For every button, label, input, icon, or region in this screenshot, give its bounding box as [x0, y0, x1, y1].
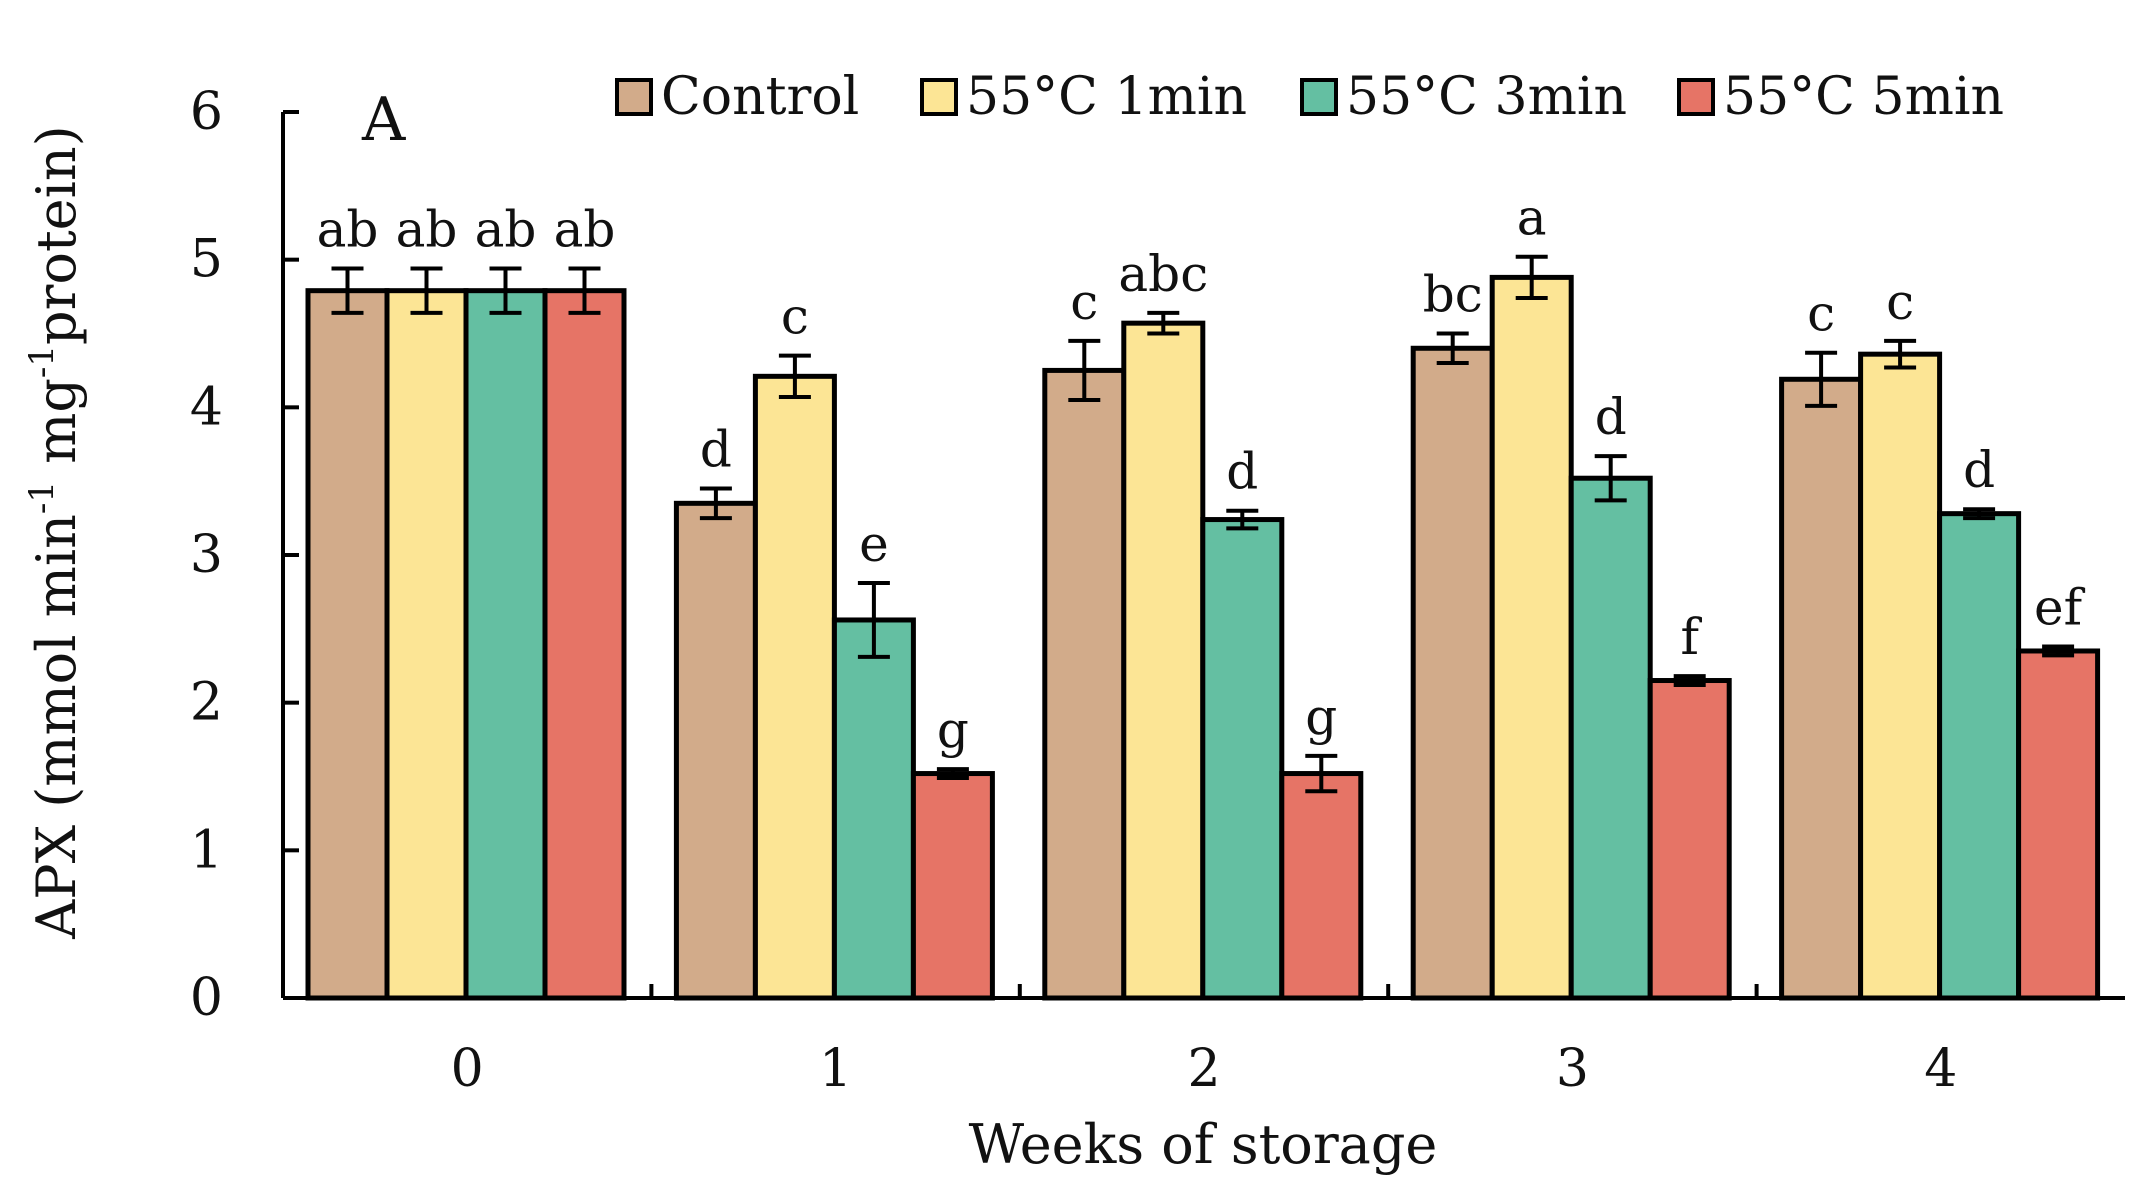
bar-1-3: [910, 771, 995, 1001]
y-axis-title: APX (mmol min-1 mg-1protein): [22, 125, 88, 939]
legend-label-2: 55°C 3min: [1346, 67, 1627, 127]
y-axis-title-end: protein): [25, 125, 88, 345]
legend-swatch-3: [1677, 78, 1715, 116]
y-axis-title-sup2: -1: [22, 345, 62, 378]
significance-label: c: [1070, 273, 1098, 331]
bar-3-2: [1568, 475, 1653, 1001]
bar-3-0: [1410, 345, 1495, 1001]
significance-label: d: [1963, 441, 1995, 499]
bar-0-2: [463, 288, 548, 1001]
legend-swatch-2: [1300, 78, 1338, 116]
significance-label: a: [1517, 189, 1547, 247]
y-tick-label: 1: [190, 820, 223, 880]
bar-1-0: [673, 500, 758, 1001]
bar-2-2: [1200, 517, 1285, 1001]
x-axis-title: Weeks of storage: [969, 1113, 1438, 1176]
legend-label-0: Control: [661, 67, 859, 127]
legend-swatch-0: [615, 78, 653, 116]
significance-label: ab: [475, 201, 537, 259]
bar-1-1: [752, 373, 837, 1001]
significance-label: ab: [317, 201, 379, 259]
y-tick-label: 5: [190, 230, 223, 290]
significance-label: e: [859, 515, 889, 573]
bar-3-1: [1489, 274, 1574, 1001]
bar-4-0: [1779, 376, 1864, 1001]
significance-label: d: [1226, 443, 1258, 501]
bar-0-0: [305, 288, 390, 1001]
panel-label: A: [361, 85, 406, 155]
bar-0-1: [384, 288, 469, 1001]
y-tick-label: 3: [190, 525, 223, 585]
x-tick-label: 4: [1924, 1039, 1957, 1099]
x-tick-label: 2: [1187, 1039, 1220, 1099]
y-tick-label: 4: [190, 377, 223, 437]
significance-label: ab: [396, 201, 458, 259]
bar-0-3: [542, 288, 627, 1001]
bar-2-3: [1279, 771, 1364, 1001]
legend-swatch-1: [920, 78, 958, 116]
significance-label: c: [1807, 285, 1835, 343]
significance-label: d: [1595, 388, 1627, 446]
bar-1-2: [831, 617, 916, 1001]
y-axis-title-main: APX (mmol min: [25, 514, 88, 940]
y-axis-title-mid: mg: [25, 378, 88, 481]
legend-label-3: 55°C 5min: [1723, 67, 2004, 127]
x-tick-label: 0: [451, 1039, 484, 1099]
legend-label-1: 55°C 1min: [966, 67, 1247, 127]
bar-4-1: [1858, 351, 1943, 1001]
x-tick-label: 1: [819, 1039, 852, 1099]
significance-label: bc: [1423, 266, 1483, 324]
legend: Control 55°C 1min 55°C 3min 55°C 5min: [615, 67, 2004, 127]
significance-label: g: [1305, 688, 1337, 746]
bar-3-3: [1647, 678, 1732, 1001]
bar-2-1: [1121, 320, 1206, 1001]
significance-label: ab: [554, 201, 616, 259]
y-tick-label: 6: [190, 82, 223, 142]
significance-label: g: [937, 701, 969, 759]
x-tick-label: 3: [1556, 1039, 1589, 1099]
bar-2-0: [1042, 367, 1127, 1001]
significance-label: c: [781, 288, 809, 346]
significance-label: abc: [1118, 245, 1208, 303]
significance-label: c: [1886, 273, 1914, 331]
y-tick-label: 0: [190, 968, 223, 1028]
significance-label: f: [1680, 608, 1702, 666]
significance-label: ef: [2034, 579, 2086, 637]
y-tick-label: 2: [190, 673, 223, 733]
bar-4-3: [2016, 648, 2101, 1001]
y-axis-title-sup1: -1: [22, 481, 62, 514]
significance-label: d: [700, 421, 732, 479]
bar-4-2: [1937, 511, 2022, 1001]
